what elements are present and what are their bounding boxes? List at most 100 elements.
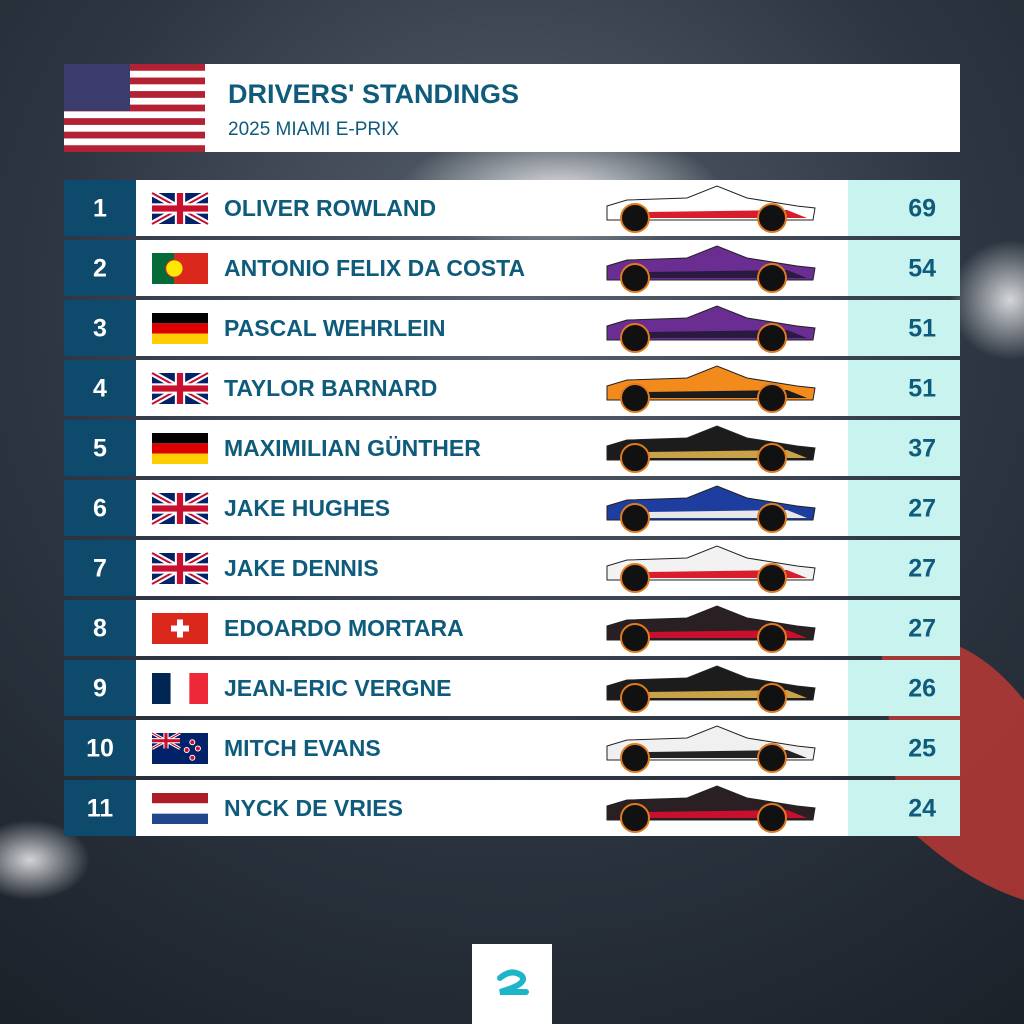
points: 51: [908, 315, 936, 343]
flag-part: [152, 443, 208, 454]
car-image: [606, 425, 816, 473]
driver-name: NYCK DE VRIES: [224, 795, 403, 821]
header-box: [64, 64, 960, 152]
position: 5: [93, 435, 107, 463]
header-subtitle: 2025 MIAMI E-PRIX: [228, 119, 399, 140]
car-wheel: [757, 263, 787, 293]
points-cell: [848, 780, 960, 836]
car-wheel: [757, 503, 787, 533]
driver-name: ANTONIO FELIX DA COSTA: [224, 255, 525, 281]
car-wheel: [620, 743, 650, 773]
car-wheel: [757, 563, 787, 593]
standings-row: 3 PASCAL WEHRLEIN 51: [64, 300, 960, 356]
car-wheel: [620, 563, 650, 593]
flag-stripe: [64, 118, 205, 125]
position-cell: [64, 540, 136, 596]
standings-row: 10 MITCH EVANS 25: [64, 720, 960, 776]
logo: [497, 969, 529, 995]
flag-part: [152, 565, 208, 572]
flag-part: [152, 739, 180, 743]
standings-row: 5 MAXIMILIAN GÜNTHER 37: [64, 420, 960, 476]
points-cell: [848, 540, 960, 596]
points-cell: [848, 480, 960, 536]
header-title: DRIVERS' STANDINGS: [228, 79, 519, 109]
points-cell: [848, 360, 960, 416]
points: 51: [908, 375, 936, 403]
car-wheel: [757, 683, 787, 713]
flag-part: [171, 625, 189, 632]
car-wheel: [620, 263, 650, 293]
country-flag: [150, 370, 210, 407]
flag-part: [152, 793, 208, 804]
flag-stripe: [64, 77, 205, 85]
flag-emblem: [165, 259, 184, 278]
points: 27: [908, 615, 936, 643]
car-wheel: [757, 803, 787, 833]
car-wheel: [620, 623, 650, 653]
points-cell: [848, 660, 960, 716]
country-flag: [152, 793, 208, 824]
points-cell: [848, 300, 960, 356]
car-wheel: [620, 323, 650, 353]
flag-part: [152, 385, 208, 392]
light-glow: [0, 820, 90, 900]
position-cell: [64, 720, 136, 776]
flag-part: [152, 333, 208, 344]
car-wheel: [757, 443, 787, 473]
position-cell: [64, 660, 136, 716]
flag-part: [152, 433, 208, 444]
flag-stripe: [64, 64, 205, 71]
standings-row: 6 JAKE HUGHES 27: [64, 480, 960, 536]
car-image: [606, 785, 816, 833]
car-wheel: [757, 743, 787, 773]
flag-canton: [64, 64, 130, 111]
driver-name: EDOARDO MORTARA: [224, 615, 464, 641]
country-flag: [151, 731, 208, 764]
points-cell: [848, 180, 960, 236]
flag-part: [152, 813, 208, 824]
position: 3: [93, 315, 107, 343]
position-cell: [64, 180, 136, 236]
position: 9: [93, 675, 107, 703]
position-cell: [64, 360, 136, 416]
flag-part: [152, 505, 208, 512]
light-glow: [950, 240, 1024, 360]
car-wheel: [620, 443, 650, 473]
driver-name: TAYLOR BARNARD: [224, 375, 437, 401]
standings-table: 1 OLIVER ROWLAND 692 ANTONIO FELIX DA COSTA…: [64, 180, 960, 836]
car-image: [606, 245, 816, 293]
flag-part: [152, 453, 208, 464]
position-cell: [64, 600, 136, 656]
points-cell: [848, 720, 960, 776]
car-wheel: [620, 503, 650, 533]
points: 37: [908, 435, 936, 463]
car-image: [606, 485, 816, 533]
car-wheel: [620, 683, 650, 713]
flag-part: [152, 253, 175, 284]
standings-row: 11 NYCK DE VRIES 24: [64, 780, 960, 836]
points-cell: [848, 240, 960, 296]
car-wheel: [620, 803, 650, 833]
points: 27: [908, 495, 936, 523]
car-image: [606, 545, 816, 593]
points: 27: [908, 555, 936, 583]
position: 4: [93, 375, 107, 403]
car-wheel: [757, 623, 787, 653]
car-wheel: [757, 383, 787, 413]
position-cell: [64, 480, 136, 536]
country-flag: [152, 253, 208, 284]
flag-part: [152, 205, 208, 212]
driver-name: MAXIMILIAN GÜNTHER: [224, 435, 481, 461]
driver-name: JAKE DENNIS: [224, 555, 379, 581]
flag-part: [170, 673, 190, 704]
driver-name: JEAN-ERIC VERGNE: [224, 675, 451, 701]
flag-star: [189, 739, 196, 746]
flag-stripe: [64, 145, 205, 152]
driver-name: MITCH EVANS: [224, 735, 381, 761]
standings-row: 2 ANTONIO FELIX DA COSTA 54: [64, 240, 960, 296]
car-wheel: [757, 323, 787, 353]
flag-stripe: [64, 91, 205, 98]
points-cell: [848, 600, 960, 656]
